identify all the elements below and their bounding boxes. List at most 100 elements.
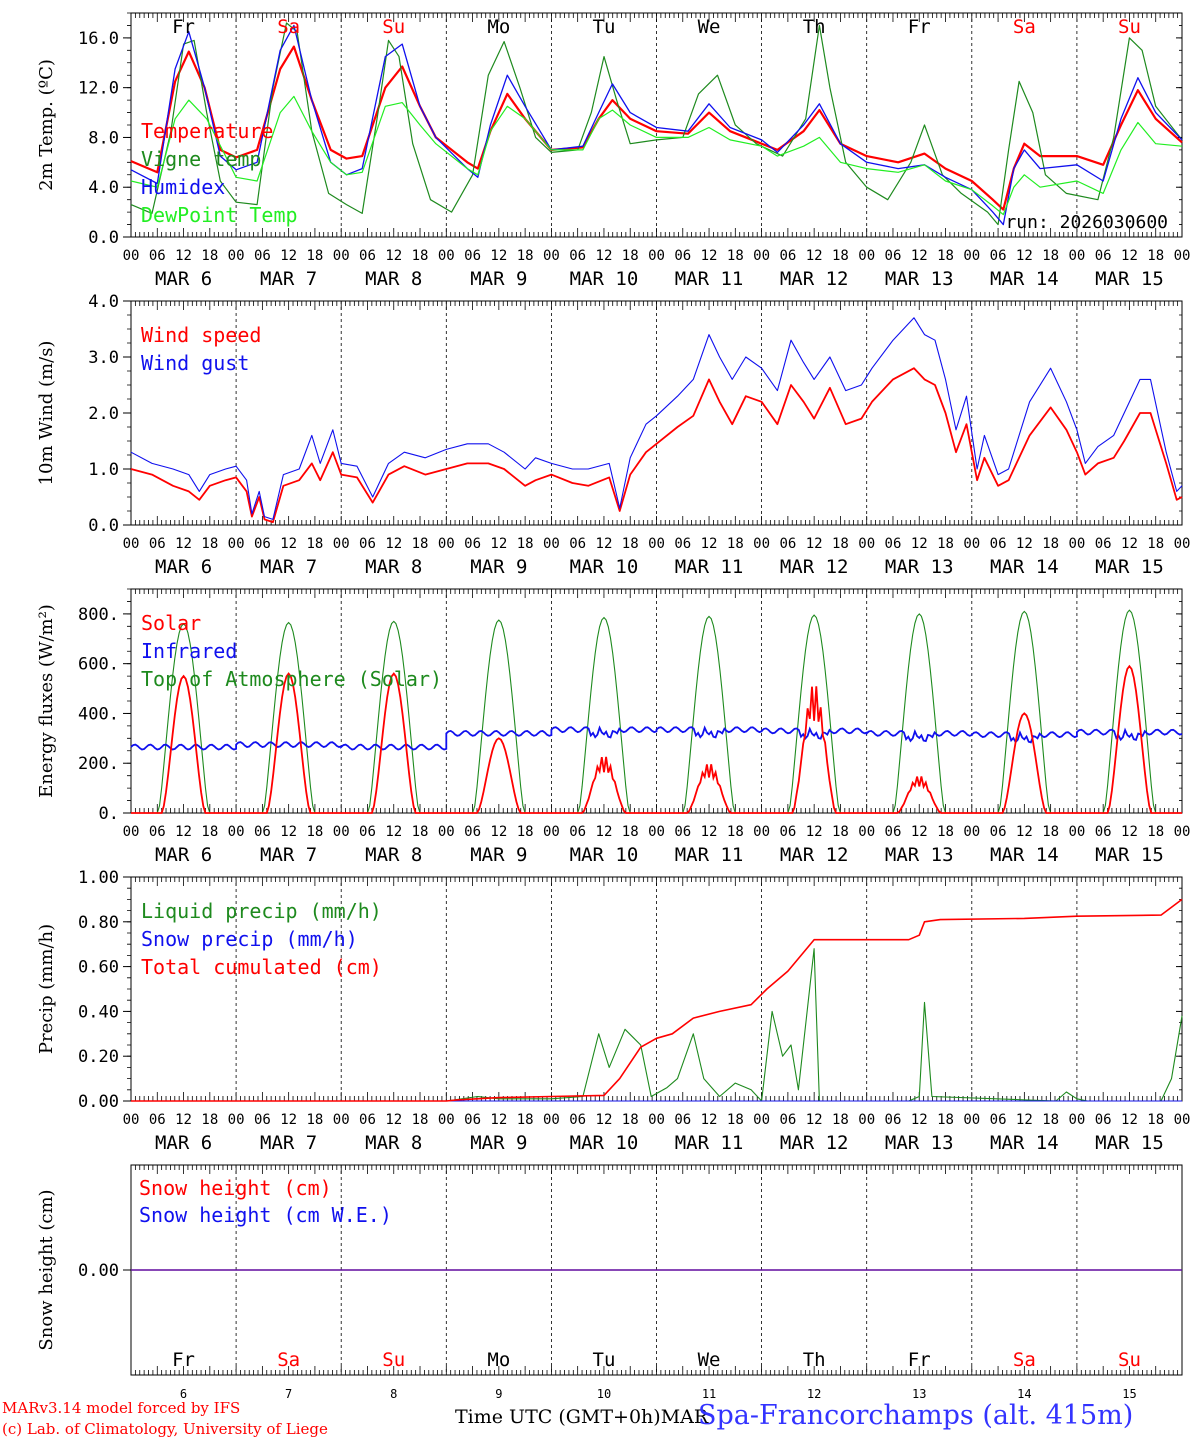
hour-label: 12 [911,824,928,840]
hour-label: 06 [464,248,481,264]
hour-label: 06 [1095,824,1112,840]
hour-label: 06 [359,1112,376,1128]
hour-label: 06 [1095,248,1112,264]
legend-entry: Vigne temp [141,147,261,171]
y-minor-ticks [127,876,1182,1102]
y-tick-label: 800. [78,605,119,625]
hour-label: 12 [385,248,402,264]
hour-label: 06 [149,248,166,264]
hour-label: 12 [490,248,507,264]
hour-label: 18 [306,248,323,264]
legend-entry: Infrared [141,639,237,663]
hour-label: 12 [596,824,613,840]
hour-label: 12 [701,1112,718,1128]
date-label: MAR 12 [780,268,849,290]
hour-label: 18 [1147,536,1164,552]
hour-label: 00 [333,824,350,840]
hour-label: 18 [517,824,534,840]
hour-label: 18 [622,1112,639,1128]
hour-label: 06 [779,824,796,840]
hour-label: 12 [385,1112,402,1128]
hour-label: 06 [885,824,902,840]
hour-label: 12 [280,248,297,264]
hour-label: 06 [149,536,166,552]
date-label: MAR 13 [885,1132,954,1154]
hour-label: 00 [228,1112,245,1128]
hour-label: 06 [569,1112,586,1128]
hour-label: 06 [990,248,1007,264]
series-line-dewpoint-temp [130,95,1183,216]
hour-label: 18 [1042,248,1059,264]
hour-label: 06 [674,248,691,264]
date-label: MAR 8 [365,556,422,578]
y-tick-label: 0.40 [78,1002,119,1022]
date-label: MAR 12 [780,1132,849,1154]
y-axis-label: Precip (mm/h) [36,924,57,1054]
hour-label: 12 [806,824,823,840]
day-number-label: 6 [180,1387,187,1401]
hour-label: 18 [306,1112,323,1128]
hour-label: 18 [622,824,639,840]
hour-label: 18 [727,1112,744,1128]
hour-label: 00 [1068,824,1085,840]
hour-label: 00 [963,248,980,264]
hour-label: 18 [937,824,954,840]
y-axis-label: Snow height (cm) [36,1189,57,1350]
series-line-vigne-temp [130,22,1183,226]
hour-label: 00 [333,248,350,264]
date-label: MAR 9 [470,556,527,578]
weekday-label-top: Fr [908,16,931,38]
hour-label: 18 [412,248,429,264]
hour-label: 12 [596,1112,613,1128]
hour-label: 12 [490,1112,507,1128]
date-label: MAR 6 [155,1132,212,1154]
y-minor-ticks [127,12,1182,238]
date-label: MAR 14 [990,844,1059,866]
hour-label: 00 [963,536,980,552]
y-axis-label: Energy fluxes (W/m²) [36,604,57,798]
hour-label: 12 [911,536,928,552]
hour-label: 06 [149,824,166,840]
hour-label: 18 [412,536,429,552]
hour-label: 00 [123,536,140,552]
y-tick-label: 600. [78,655,119,675]
hour-label: 18 [201,248,218,264]
hour-label: 00 [438,1112,455,1128]
hour-label: 00 [333,1112,350,1128]
run-label: run: 2026030600 [1005,212,1168,233]
hour-label: 12 [490,536,507,552]
legend-entry: DewPoint Temp [141,203,298,227]
hour-label: 06 [464,536,481,552]
date-label: MAR 10 [570,556,639,578]
date-label: MAR 6 [155,556,212,578]
hour-label: 12 [385,824,402,840]
y-tick-label: 0.0 [88,516,119,536]
day-number-label: 8 [390,1387,397,1401]
hour-label: 00 [1174,248,1191,264]
hour-label: 00 [753,536,770,552]
date-label: MAR 13 [885,268,954,290]
hour-label: 12 [1016,248,1033,264]
hour-label: 06 [464,1112,481,1128]
date-label: MAR 10 [570,268,639,290]
station-title: Spa-Francorchamps (alt. 415m) [698,1400,1134,1431]
time-ticks [130,13,1183,237]
hour-label: 00 [963,824,980,840]
date-label: MAR 10 [570,1132,639,1154]
hour-label: 06 [674,824,691,840]
hour-label: 18 [1042,824,1059,840]
weekday-label-bottom: Fr [172,1349,195,1371]
legend-entry: Snow height (cm) [139,1176,332,1200]
date-label: MAR 11 [675,556,744,578]
y-tick-label: 0.20 [78,1047,119,1067]
hour-label: 00 [543,1112,560,1128]
hour-label: 00 [1068,536,1085,552]
hour-label: 00 [123,824,140,840]
weekday-label-bottom: Sa [1013,1349,1036,1371]
date-label: MAR 7 [260,844,317,866]
hour-label: 06 [674,536,691,552]
hour-label: 00 [648,824,665,840]
weekday-label-top: Tu [593,16,616,38]
day-number-label: 10 [597,1387,611,1401]
y-minor-ticks [127,588,1182,814]
